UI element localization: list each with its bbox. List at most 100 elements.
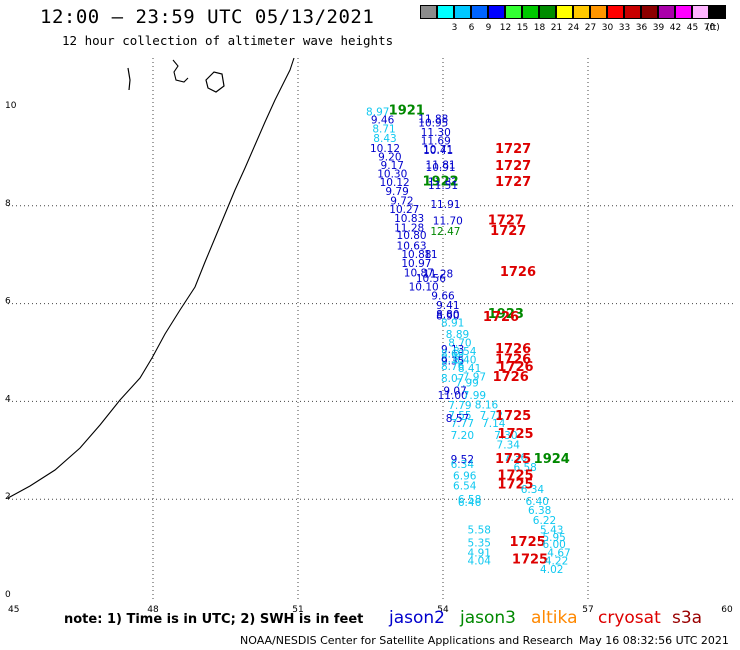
observation-label: 8.43 <box>373 133 396 145</box>
y-tick-label: 10 <box>5 101 17 111</box>
observation-label: 6.58 <box>458 494 481 506</box>
sat-label-altika: altika <box>531 608 578 628</box>
observation-label: 11.70 <box>433 215 463 227</box>
observation-label: 8.40 <box>453 355 476 367</box>
observation-label: 9.52 <box>451 454 474 466</box>
observation-label: 9.20 <box>378 151 401 163</box>
observation-label: 7.72 <box>480 410 503 422</box>
legend-label: 30 <box>601 23 614 33</box>
observation-label: 1725 <box>497 427 533 442</box>
observation-label: 4.02 <box>540 564 563 576</box>
observation-label: 1726 <box>493 370 529 385</box>
observation-label: 11.30 <box>421 127 451 139</box>
observation-label: 7.55 <box>448 410 471 422</box>
observation-label: 8.57 <box>446 413 469 425</box>
legend-label: 18 <box>533 23 546 33</box>
observation-label: 6.96 <box>453 471 477 483</box>
observation-label: 4.67 <box>547 547 570 559</box>
observation-label: 10.83 <box>394 213 424 225</box>
legend-swatch <box>471 5 488 19</box>
observation-label: 1726 <box>483 310 519 325</box>
x-tick-label: 60 <box>721 605 733 615</box>
legend-unit: (ft) <box>706 23 720 33</box>
observation-label: 1922 <box>422 174 458 189</box>
sat-label-jason3: jason3 <box>460 608 516 628</box>
x-tick-label: 48 <box>147 605 159 615</box>
x-tick-label: 45 <box>8 605 19 615</box>
observation-label: 5.95 <box>542 532 565 544</box>
sat-label-cryosat: cryosat <box>598 608 661 628</box>
axis-ticks: 45 48 51 54 57 60 0 2 4 6 8 10 <box>5 101 733 615</box>
observation-label: 1725 <box>512 553 548 568</box>
observation-label: 9.66 <box>431 291 455 303</box>
observation-label: 1725 <box>495 452 531 467</box>
observation-label: 9.07 <box>443 386 466 398</box>
observation-label: 5.35 <box>468 538 491 550</box>
coastline <box>7 57 295 499</box>
observation-label: 8.80 <box>436 309 459 321</box>
y-tick-label: 6 <box>5 297 11 307</box>
legend-label: 21 <box>550 23 563 33</box>
legend-label: 27 <box>584 23 597 33</box>
observation-label: 6.22 <box>533 515 556 527</box>
observation-label: 8.91 <box>441 318 464 330</box>
footer-timestamp: May 16 08:32:56 UTC 2021 <box>579 634 729 647</box>
observation-label: 10.63 <box>397 240 427 252</box>
observation-label: 7.14 <box>482 418 506 430</box>
observation-label: 9.46 <box>371 115 395 127</box>
observation-label: 5.58 <box>468 524 491 536</box>
observation-label: 8.71 <box>372 123 395 135</box>
observation-label: 11.69 <box>421 136 451 148</box>
observation-label: 9.72 <box>390 195 413 207</box>
observation-label: 7.99 <box>455 378 478 390</box>
observation-label: 7.20 <box>451 430 474 442</box>
observation-label: 5.43 <box>540 524 563 536</box>
observation-label: 7.79 <box>448 400 471 412</box>
observation-label: 7.97 <box>463 371 486 383</box>
x-tick-label: 51 <box>292 605 303 615</box>
observation-label: 7.34 <box>497 439 521 451</box>
island-outline <box>127 67 131 91</box>
observation-label: 6.54 <box>453 480 477 492</box>
observation-label: 8.90 <box>436 311 459 323</box>
observation-label: 1727 <box>495 159 531 174</box>
legend-label: 15 <box>516 23 529 33</box>
observation-label: 8.97 <box>366 106 389 118</box>
observation-label: 10.12 <box>370 143 400 155</box>
observation-label: 10.95 <box>418 118 448 130</box>
observation-label: 11.81 <box>426 160 456 172</box>
coastline-path <box>7 57 295 499</box>
observation-label: 4.22 <box>545 556 568 568</box>
observation-label: 6.34 <box>521 484 545 496</box>
legend-swatch <box>539 5 556 19</box>
observation-label: 1924 <box>534 452 570 467</box>
observation-label: 6.34 <box>451 459 475 471</box>
x-tick-label: 57 <box>582 605 593 615</box>
sat-label-jason2: jason2 <box>389 608 445 628</box>
observation-label: 1726 <box>495 353 531 368</box>
observation-label: 10.41 <box>423 145 453 157</box>
observation-label: 7.30 <box>494 430 517 442</box>
x-tick-label: 54 <box>437 605 449 615</box>
observation-label: 11 <box>424 249 437 261</box>
y-tick-label: 4 <box>5 394 11 404</box>
legend-swatch <box>675 5 692 19</box>
observation-label: 7.36 <box>504 452 528 464</box>
legend-swatch <box>658 5 675 19</box>
observation-label: 8.69 <box>441 348 464 360</box>
observation-label: 8.70 <box>448 338 471 350</box>
observation-label: 10.91 <box>426 162 456 174</box>
legend-swatch <box>556 5 573 19</box>
observation-label: 9.41 <box>436 300 459 312</box>
legend-label: 6 <box>468 23 475 33</box>
observation-label: 10.12 <box>380 177 410 189</box>
observation-label: 1725 <box>497 469 533 484</box>
observation-label: 4.04 <box>468 556 492 568</box>
footer-note: note: 1) Time is in UTC; 2) SWH is in fe… <box>64 612 364 627</box>
legend-swatch <box>573 5 590 19</box>
observation-label: 10.30 <box>377 168 407 180</box>
observation-label: 6.46 <box>458 497 482 509</box>
observation-label: 10.88 <box>401 249 431 261</box>
